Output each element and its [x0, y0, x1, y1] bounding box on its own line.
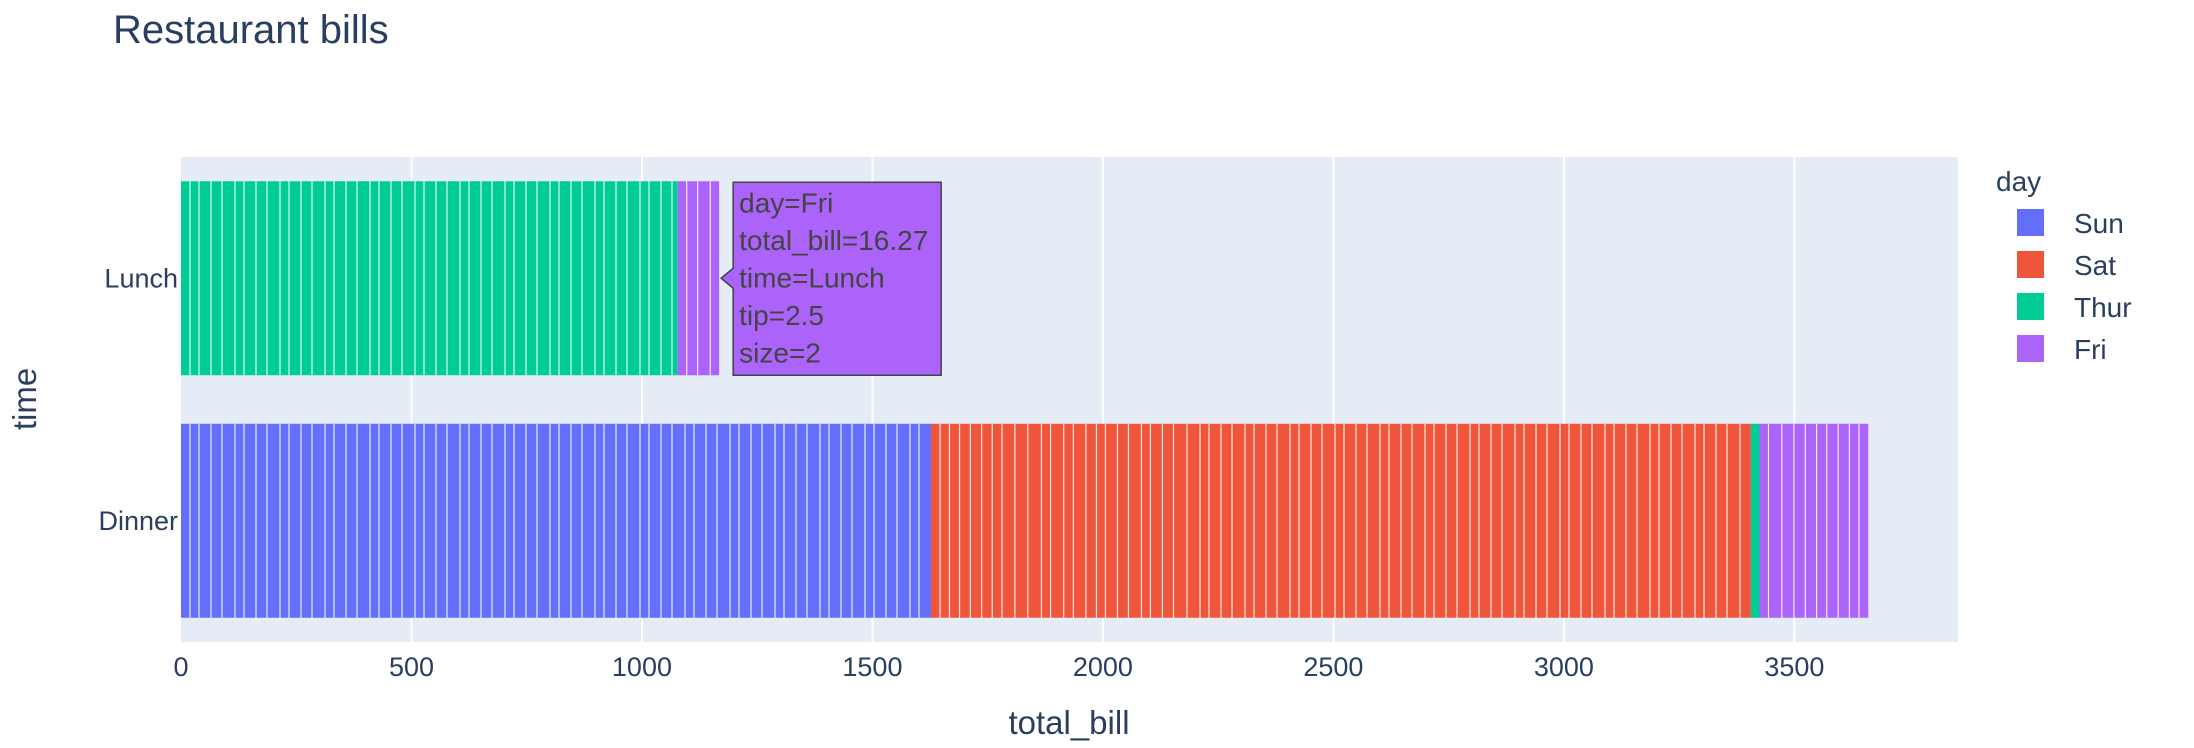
- legend-swatch-sun[interactable]: [2017, 209, 2044, 236]
- x-tick-labels: 0 500 1000 1500 2000 2500 3000 3500: [173, 652, 1824, 682]
- x-tick-label: 2000: [1073, 652, 1133, 682]
- legend-title: day: [1996, 166, 2041, 197]
- bar-segment-fri-dinner[interactable]: [1759, 423, 1869, 618]
- y-tick-label: Lunch: [104, 263, 178, 293]
- bar-segment-sat-dinner[interactable]: [931, 423, 1751, 618]
- x-axis-title: total_bill: [1008, 704, 1129, 741]
- bar-segment-thur-dinner[interactable]: [1750, 423, 1760, 618]
- legend-swatch-thur[interactable]: [2017, 293, 2044, 320]
- bar-segments[interactable]: [181, 181, 1869, 618]
- legend-label-thur[interactable]: Thur: [2074, 292, 2132, 323]
- hover-line: total_bill=16.27: [739, 225, 928, 256]
- legend-label-sat[interactable]: Sat: [2074, 250, 2116, 281]
- hover-line: tip=2.5: [739, 300, 824, 331]
- x-tick-label: 0: [173, 652, 188, 682]
- x-tick-label: 1500: [842, 652, 902, 682]
- hover-tooltip: day=Fri total_bill=16.27 time=Lunch tip=2.5…: [719, 181, 942, 376]
- hover-box: [719, 181, 942, 376]
- chart-title: Restaurant bills: [113, 8, 389, 52]
- y-tick-label: Dinner: [98, 506, 178, 536]
- y-tick-labels: Dinner Lunch: [98, 263, 178, 536]
- legend: day Sun Sat Thur Fri: [1996, 166, 2132, 365]
- legend-swatch-fri[interactable]: [2017, 335, 2044, 362]
- bar-segment-fri-lunch[interactable]: [677, 181, 720, 376]
- legend-swatch-sat[interactable]: [2017, 251, 2044, 278]
- bar-segment-sun-dinner[interactable]: [181, 423, 932, 618]
- hover-line: size=2: [739, 337, 821, 368]
- x-tick-label: 3500: [1764, 652, 1824, 682]
- x-tick-label: 500: [389, 652, 434, 682]
- hover-line: day=Fri: [739, 187, 833, 218]
- y-axis-title: time: [6, 368, 43, 430]
- x-tick-label: 1000: [612, 652, 672, 682]
- x-tick-label: 3000: [1534, 652, 1594, 682]
- legend-label-sun[interactable]: Sun: [2074, 208, 2124, 239]
- hover-line: time=Lunch: [739, 262, 885, 293]
- legend-label-fri[interactable]: Fri: [2074, 334, 2107, 365]
- x-tick-label: 2500: [1303, 652, 1363, 682]
